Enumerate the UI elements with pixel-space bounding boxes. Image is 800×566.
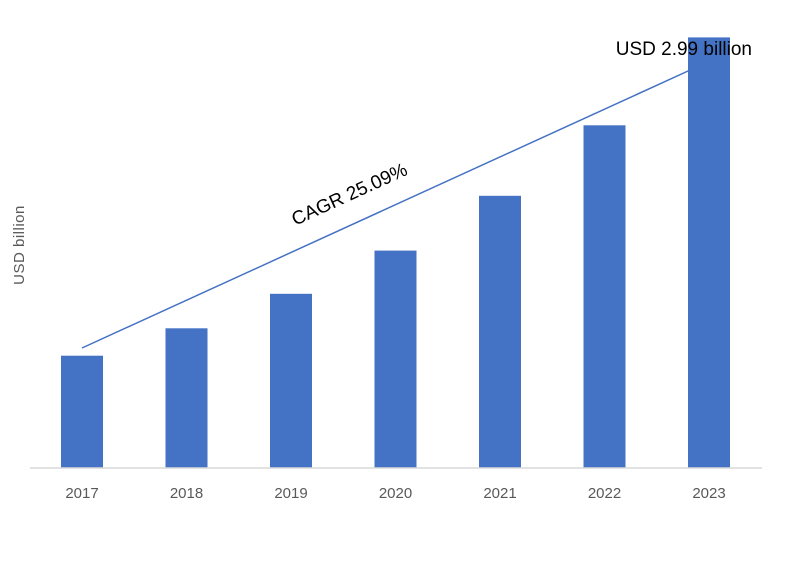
bars-group xyxy=(61,37,730,469)
x-tick-2021: 2021 xyxy=(483,485,516,502)
bar-2019 xyxy=(270,293,312,468)
bar-2017 xyxy=(61,355,103,468)
end-value-annotation: USD 2.99 billion xyxy=(616,39,752,60)
x-tick-labels: 2017 2018 2019 2020 2021 2022 2023 xyxy=(65,485,725,502)
x-tick-2018: 2018 xyxy=(170,485,203,502)
bar-2023 xyxy=(688,37,730,469)
x-tick-2022: 2022 xyxy=(588,485,621,502)
trend-arrow xyxy=(81,64,701,349)
bar-2022 xyxy=(583,125,626,469)
x-tick-2017: 2017 xyxy=(65,485,98,502)
x-tick-2023: 2023 xyxy=(692,485,725,502)
bar-2018 xyxy=(165,328,208,468)
cagr-annotation: CAGR 25.09% xyxy=(289,160,411,231)
x-tick-2019: 2019 xyxy=(274,485,307,502)
bar-2021 xyxy=(479,195,521,469)
bar-2020 xyxy=(374,250,417,468)
y-axis-label: USD billion xyxy=(11,205,28,285)
x-tick-2020: 2020 xyxy=(379,485,412,502)
